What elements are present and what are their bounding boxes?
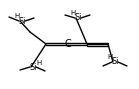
Text: Si: Si — [111, 57, 119, 66]
Text: C: C — [65, 39, 71, 49]
Text: Si: Si — [29, 62, 37, 71]
Text: Si: Si — [18, 16, 26, 26]
Text: H: H — [70, 10, 76, 16]
Text: H: H — [107, 54, 113, 60]
Text: Si: Si — [74, 14, 82, 23]
Text: H: H — [36, 60, 42, 66]
Text: H: H — [14, 13, 20, 19]
